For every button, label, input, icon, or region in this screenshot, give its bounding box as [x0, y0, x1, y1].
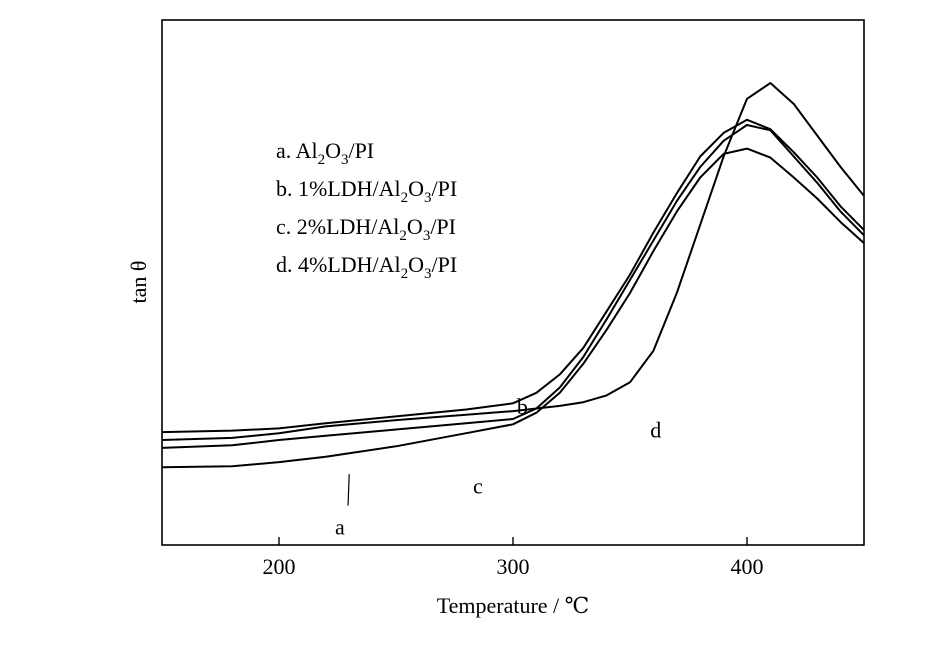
x-tick-label: 400 [731, 554, 764, 579]
annotation-c: c [473, 474, 483, 499]
legend-entry: d. 4%LDH/Al2O3/PI [276, 252, 457, 282]
legend-entry: c. 2%LDH/Al2O3/PI [276, 214, 456, 244]
legend-entry: a. Al2O3/PI [276, 138, 374, 168]
series-group [161, 82, 865, 469]
series-a-line [161, 147, 865, 469]
x-axis-tick-labels: 200 300 400 [263, 554, 764, 579]
plot-frame [161, 19, 865, 546]
legend: a. Al2O3/PI b. 1%LDH/Al2O3/PI c. 2%LDH/Al2… [276, 138, 457, 282]
legend-entry: b. 1%LDH/Al2O3/PI [276, 176, 457, 206]
series-d-line [161, 82, 865, 441]
series-c-line [161, 124, 865, 449]
x-tick-label: 200 [263, 554, 296, 579]
annotation-a: a [335, 515, 345, 540]
x-axis-ticks [278, 537, 748, 545]
annotation-a-leader [347, 474, 350, 506]
annotation-d: d [650, 417, 661, 442]
annotation-b: b [517, 394, 528, 419]
curve-annotations: a b c d [335, 394, 661, 540]
series-b-line [161, 118, 865, 434]
y-axis-label: tan θ [126, 261, 151, 304]
x-axis-label: Temperature / ℃ [437, 593, 590, 618]
x-tick-label: 300 [497, 554, 530, 579]
